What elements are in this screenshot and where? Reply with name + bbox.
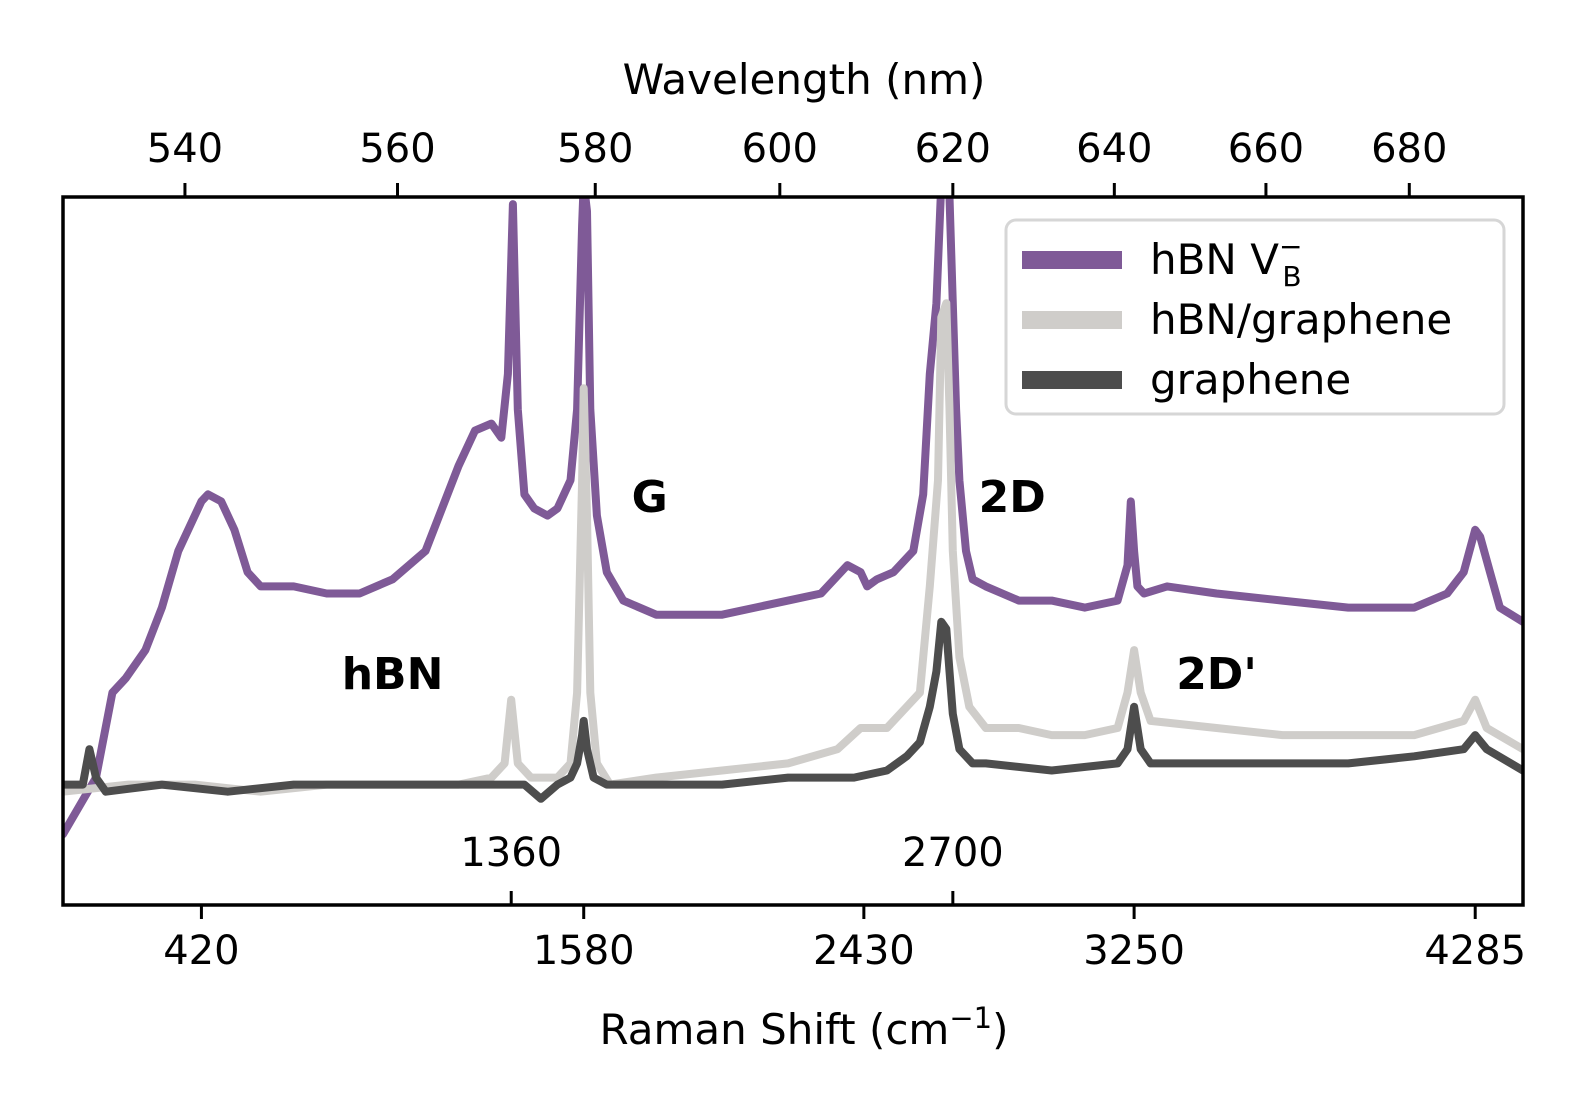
top-tick-label: 620 — [915, 126, 991, 172]
inner-tick-label: 2700 — [902, 830, 1004, 876]
legend-label-hbn-vb-sup: − — [1279, 230, 1302, 263]
top-tick-label: 640 — [1076, 126, 1152, 172]
bottom-tick-label: 420 — [163, 928, 239, 974]
top-tick-label: 680 — [1371, 126, 1447, 172]
series-line-hbn-graphene — [63, 299, 1523, 796]
bottom-axis-title-close: ) — [992, 1005, 1008, 1054]
legend-label-graphene: graphene — [1150, 355, 1351, 404]
top-tick-label: 600 — [742, 126, 818, 172]
series-line-graphene — [63, 617, 1523, 803]
top-tick-label: 540 — [147, 126, 223, 172]
legend-label-hbn-graphene: hBN/graphene — [1150, 295, 1452, 344]
legend-box — [1004, 218, 1506, 416]
peak-label-hbn: hBN — [342, 649, 444, 700]
legend-label-hbn-vb-main: hBN V — [1150, 235, 1279, 284]
bottom-axis-title-main: Raman Shift (cm — [600, 1005, 950, 1054]
inner-axis: 1360 2700 — [460, 830, 1004, 905]
bottom-tick-label: 3250 — [1083, 928, 1185, 974]
top-tick-label: 560 — [359, 126, 435, 172]
legend-label-hbn-vb: hBN V− B — [1150, 230, 1302, 293]
top-axis-title: Wavelength (nm) — [623, 55, 986, 104]
series-line-hbn-vb — [63, 197, 1523, 839]
bottom-tick-label: 4285 — [1424, 928, 1526, 974]
bottom-axis: 420 1580 2430 3250 4285 — [163, 905, 1526, 974]
bottom-tick-label: 1580 — [533, 928, 635, 974]
top-tick-label: 580 — [557, 126, 633, 172]
bottom-axis-title: Raman Shift (cm−1) — [600, 1001, 1009, 1054]
bottom-tick-label: 2430 — [813, 928, 915, 974]
series-group — [63, 197, 1523, 839]
top-axis: 540 560 580 600 620 640 660 680 — [147, 126, 1447, 197]
legend: hBN V− B hBN/graphene graphene — [1004, 218, 1506, 416]
top-tick-label: 660 — [1228, 126, 1304, 172]
bottom-axis-title-sup: −1 — [949, 1001, 992, 1035]
peak-label-g: G — [632, 472, 668, 523]
peak-label-2d-prime: 2D' — [1176, 649, 1257, 700]
legend-label-hbn-vb-sub: B — [1282, 260, 1301, 293]
plot-frame — [61, 195, 1525, 907]
inner-tick-label: 1360 — [460, 830, 562, 876]
peak-label-2d: 2D — [979, 472, 1046, 523]
